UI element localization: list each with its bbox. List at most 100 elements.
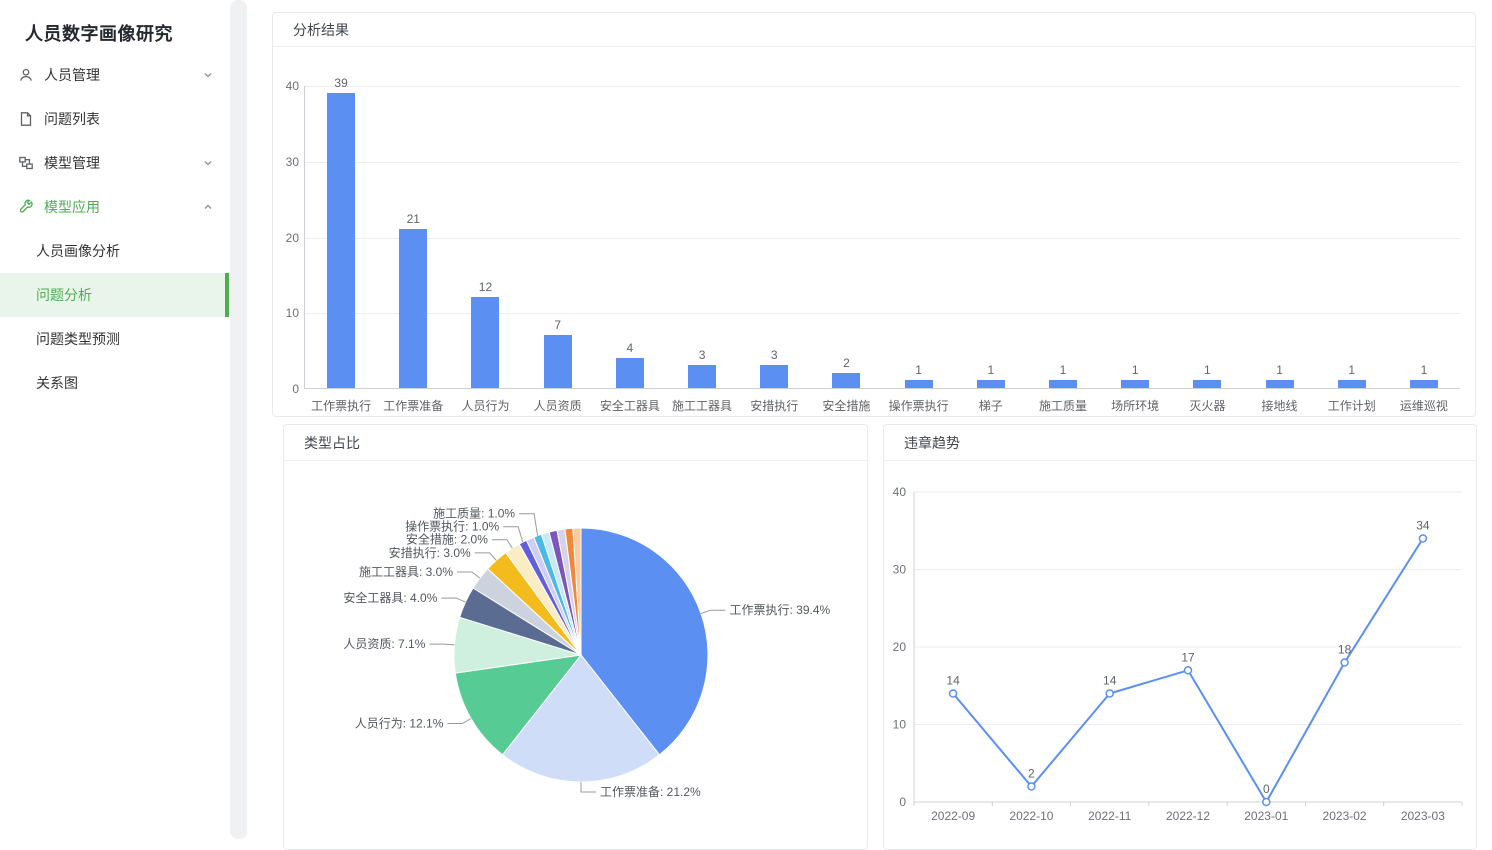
bar-category-label: 安全措施 (822, 399, 871, 413)
pie-label-line (503, 526, 524, 543)
sidebar-subitem-problem-type-prediction[interactable]: 问题类型预测 (0, 317, 229, 361)
bar-column: 21 工作票准备 (377, 86, 449, 413)
data-point-2022-10[interactable] (1027, 782, 1036, 791)
bar-value-label: 3 (698, 348, 706, 363)
y-axis-tick-label: 10 (285, 306, 299, 321)
pie-slice-运维巡视[interactable] (572, 527, 582, 656)
bar-工作票执行[interactable] (327, 92, 356, 388)
sidebar-subitem-portrait-analysis[interactable]: 人员画像分析 (0, 229, 229, 273)
model-icon (18, 155, 34, 171)
violation-trend-panel: 违章趋势 0 10 20 30 40 2022-09 2022-10 2022-11 2022-… (883, 424, 1477, 850)
point-value-label: 0 (1263, 782, 1270, 796)
bar-接地线[interactable] (1265, 380, 1294, 388)
pie-chart: 工作票执行: 39.4% 工作票准备: 21.2% 人员行为: 12.1% 人员资质:… (284, 461, 867, 849)
sidebar-item-model-management[interactable]: 模型管理 (0, 141, 229, 185)
sidebar-item-personnel-management[interactable]: 人员管理 (0, 53, 229, 97)
panel-title: 分析结果 (273, 13, 1475, 47)
bar-场所环境[interactable] (1121, 380, 1150, 388)
bar-value-label: 3 (770, 348, 778, 363)
bar-value-label: 12 (478, 280, 493, 295)
bar-工作票准备[interactable] (399, 228, 428, 388)
y-axis-tick-label: 40 (285, 79, 299, 93)
sidebar-item-problem-list[interactable]: 问题列表 (0, 97, 229, 141)
bar-plot-area: 39 工作票执行 21 工作票准备 12 人员行为 7 人员资质 4 安全工器具 3 施工工器具 3 安措… (304, 76, 1460, 413)
gridline (305, 313, 1460, 315)
sidebar-item-label: 人员管理 (44, 67, 100, 83)
bar-value-label: 39 (334, 75, 348, 90)
bar-column: 39 工作票执行 (305, 76, 377, 413)
x-axis-tick-label: 2023-01 (1244, 809, 1288, 823)
pie-slice-label: 施工质量: 1.0% (433, 507, 515, 521)
panel-title: 违章趋势 (884, 425, 1476, 461)
sidebar-item-model-application[interactable]: 模型应用 (0, 185, 229, 229)
analysis-result-panel: 分析结果 0 10 20 30 40 39 工作票执行 21 工作票准备 12 人员行为 7 人员资质 4… (272, 12, 1476, 417)
sidebar-scrollbar[interactable] (230, 0, 247, 839)
y-axis-tick-label: 20 (285, 230, 299, 245)
pie-slice-工作票准备[interactable] (501, 654, 661, 783)
x-axis-tick-label: 2022-12 (1166, 809, 1210, 823)
sidebar-subitem-label: 问题分析 (36, 287, 92, 303)
bar-column: 1 运维巡视 (1388, 86, 1460, 413)
data-point-2022-09[interactable] (948, 689, 958, 698)
pie-slice-label: 安全措施: 2.0% (406, 532, 488, 547)
bar-工作计划[interactable] (1337, 380, 1366, 388)
bar-column: 1 接地线 (1243, 86, 1315, 413)
pie-slice-label: 施工工器具: 3.0% (359, 565, 453, 579)
data-point-2023-01[interactable] (1262, 797, 1271, 807)
bar-人员行为[interactable] (471, 297, 500, 388)
bar-运维巡视[interactable] (1409, 380, 1438, 388)
data-point-2023-02[interactable] (1340, 658, 1349, 667)
sidebar-item-label: 模型应用 (44, 199, 100, 215)
bar-施工质量[interactable] (1048, 380, 1077, 388)
point-value-label: 18 (1338, 643, 1352, 657)
bar-梯子[interactable] (976, 380, 1005, 388)
user-icon (18, 67, 34, 83)
type-proportion-panel: 类型占比 工作票执行: 39.4% 工作票准备: 21.2% 人员行为: 12.1%… (283, 424, 868, 850)
pie-slice-工作票执行[interactable] (580, 527, 709, 756)
bar-人员资质[interactable] (543, 334, 572, 388)
bar-category-label: 施工工器具 (672, 399, 733, 413)
bar-安全措施[interactable] (832, 372, 861, 388)
pie-label-line (447, 718, 472, 724)
point-value-label: 14 (946, 674, 960, 688)
document-icon (18, 111, 34, 127)
bar-category-label: 操作票执行 (888, 399, 949, 413)
bar-column: 1 施工质量 (1027, 86, 1099, 413)
sidebar-item-label: 问题列表 (44, 111, 100, 127)
y-axis-tick-label: 0 (292, 382, 299, 396)
sidebar-subitem-problem-analysis[interactable]: 问题分析 (0, 273, 229, 317)
bar-category-label: 接地线 (1261, 399, 1298, 413)
y-axis-tick-label: 30 (893, 563, 907, 577)
pie-slice-人员行为[interactable] (454, 654, 583, 756)
bar-category-label: 运维巡视 (1399, 399, 1448, 413)
pie-slice-label: 工作票准备: 21.2% (600, 785, 701, 799)
bar-安措执行[interactable] (760, 365, 789, 388)
pie-slice-label: 人员资质: 7.1% (343, 637, 425, 651)
bar-操作票执行[interactable] (904, 380, 933, 388)
wrench-icon (18, 199, 34, 215)
gridline (305, 237, 1460, 239)
data-point-2022-11[interactable] (1105, 689, 1114, 698)
bar-category-label: 人员资质 (533, 399, 582, 413)
x-axis-tick-label: 2022-09 (931, 809, 975, 823)
pie-label-line (429, 643, 455, 646)
line-chart: 0 10 20 30 40 2022-09 2022-10 2022-11 2022-12 202… (884, 461, 1476, 849)
x-axis-tick-label: 2023-03 (1401, 809, 1445, 823)
bar-施工工器具[interactable] (688, 365, 717, 388)
bar-value-label: 1 (987, 363, 995, 378)
bar-安全工器具[interactable] (615, 357, 644, 388)
sidebar-subitem-relation-graph[interactable]: 关系图 (0, 361, 229, 405)
pie-label-line (580, 782, 596, 793)
gridline (305, 86, 1460, 87)
data-point-2023-03[interactable] (1418, 534, 1428, 543)
data-point-2022-12[interactable] (1183, 666, 1193, 675)
bar-category-label: 工作计划 (1327, 399, 1376, 413)
bar-灭火器[interactable] (1193, 380, 1222, 388)
bar-column: 2 安全措施 (810, 86, 882, 413)
pie-slice-label: 安措执行: 3.0% (389, 545, 471, 560)
bar-value-label: 4 (626, 340, 634, 355)
bar-value-label: 1 (915, 363, 922, 378)
bar-chart: 0 10 20 30 40 39 工作票执行 21 工作票准备 12 人员行为 7 人员资质 4 安全工器具… (273, 47, 1475, 416)
sidebar-subitem-label: 关系图 (36, 375, 78, 391)
